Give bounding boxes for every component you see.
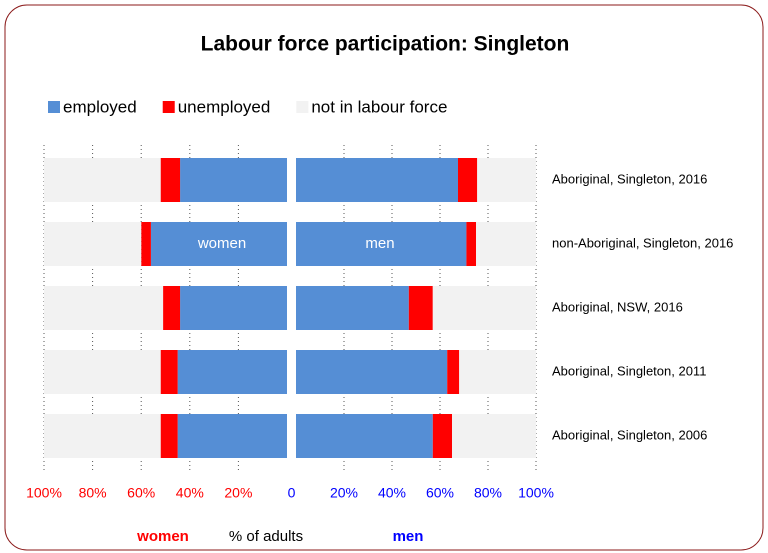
category-label: Aboriginal, Singleton, 2016 xyxy=(552,171,707,186)
legend-swatch xyxy=(296,101,309,113)
bar-women xyxy=(160,350,178,394)
bar-women xyxy=(44,350,161,394)
bar-women xyxy=(177,414,287,458)
legend-swatch xyxy=(48,101,60,113)
bar-women xyxy=(180,158,287,202)
chart-title: Labour force participation: Singleton xyxy=(201,33,570,56)
category-label: Aboriginal, Singleton, 2006 xyxy=(552,427,707,442)
bar-men xyxy=(466,222,476,266)
axis-label: men xyxy=(393,528,424,545)
x-tick-label: 60% xyxy=(426,485,454,501)
x-tick-label: 0 xyxy=(288,485,296,501)
bar-men xyxy=(432,286,536,330)
x-tick-label: 40% xyxy=(176,485,204,501)
bar-women xyxy=(160,158,181,202)
legend-label: unemployed xyxy=(178,97,271,116)
axis-label: women xyxy=(136,528,189,545)
bar-men xyxy=(296,350,448,394)
bar-women xyxy=(44,158,161,202)
bar-men xyxy=(458,158,478,202)
bar-women xyxy=(150,222,287,266)
bar-men xyxy=(447,350,460,394)
category-label: Aboriginal, NSW, 2016 xyxy=(552,299,683,314)
frame xyxy=(4,4,764,551)
axis-label: % of adults xyxy=(229,528,303,545)
bar-women xyxy=(163,286,181,330)
x-tick-label: 100% xyxy=(518,485,554,501)
category-label: Aboriginal, Singleton, 2011 xyxy=(552,363,706,378)
legend-swatch xyxy=(162,101,175,113)
bar-men xyxy=(296,158,458,202)
annotation: women xyxy=(197,235,246,252)
bar-men xyxy=(296,414,433,458)
x-tick-label: 20% xyxy=(330,485,358,501)
bar-men xyxy=(477,158,536,202)
annotation: men xyxy=(365,235,394,252)
bar-women xyxy=(177,350,287,394)
legend-label: employed xyxy=(63,97,137,116)
bar-men xyxy=(432,414,452,458)
bar-women xyxy=(44,414,161,458)
bar-men xyxy=(296,286,409,330)
x-tick-label: 20% xyxy=(224,485,252,501)
x-tick-label: 100% xyxy=(26,485,62,501)
bar-women xyxy=(44,222,142,266)
bar-women xyxy=(141,222,151,266)
bar-men xyxy=(476,222,536,266)
x-tick-label: 40% xyxy=(378,485,406,501)
bar-women xyxy=(44,286,164,330)
bar-men xyxy=(459,350,536,394)
x-tick-label: 80% xyxy=(79,485,107,501)
category-label: non-Aboriginal, Singleton, 2016 xyxy=(552,235,733,250)
bar-men xyxy=(296,222,467,266)
x-tick-label: 80% xyxy=(474,485,502,501)
x-tick-label: 60% xyxy=(127,485,155,501)
bar-men xyxy=(408,286,433,330)
bar-women xyxy=(180,286,287,330)
legend-label: not in labour force xyxy=(311,97,447,116)
bar-men xyxy=(452,414,536,458)
bar-women xyxy=(160,414,178,458)
